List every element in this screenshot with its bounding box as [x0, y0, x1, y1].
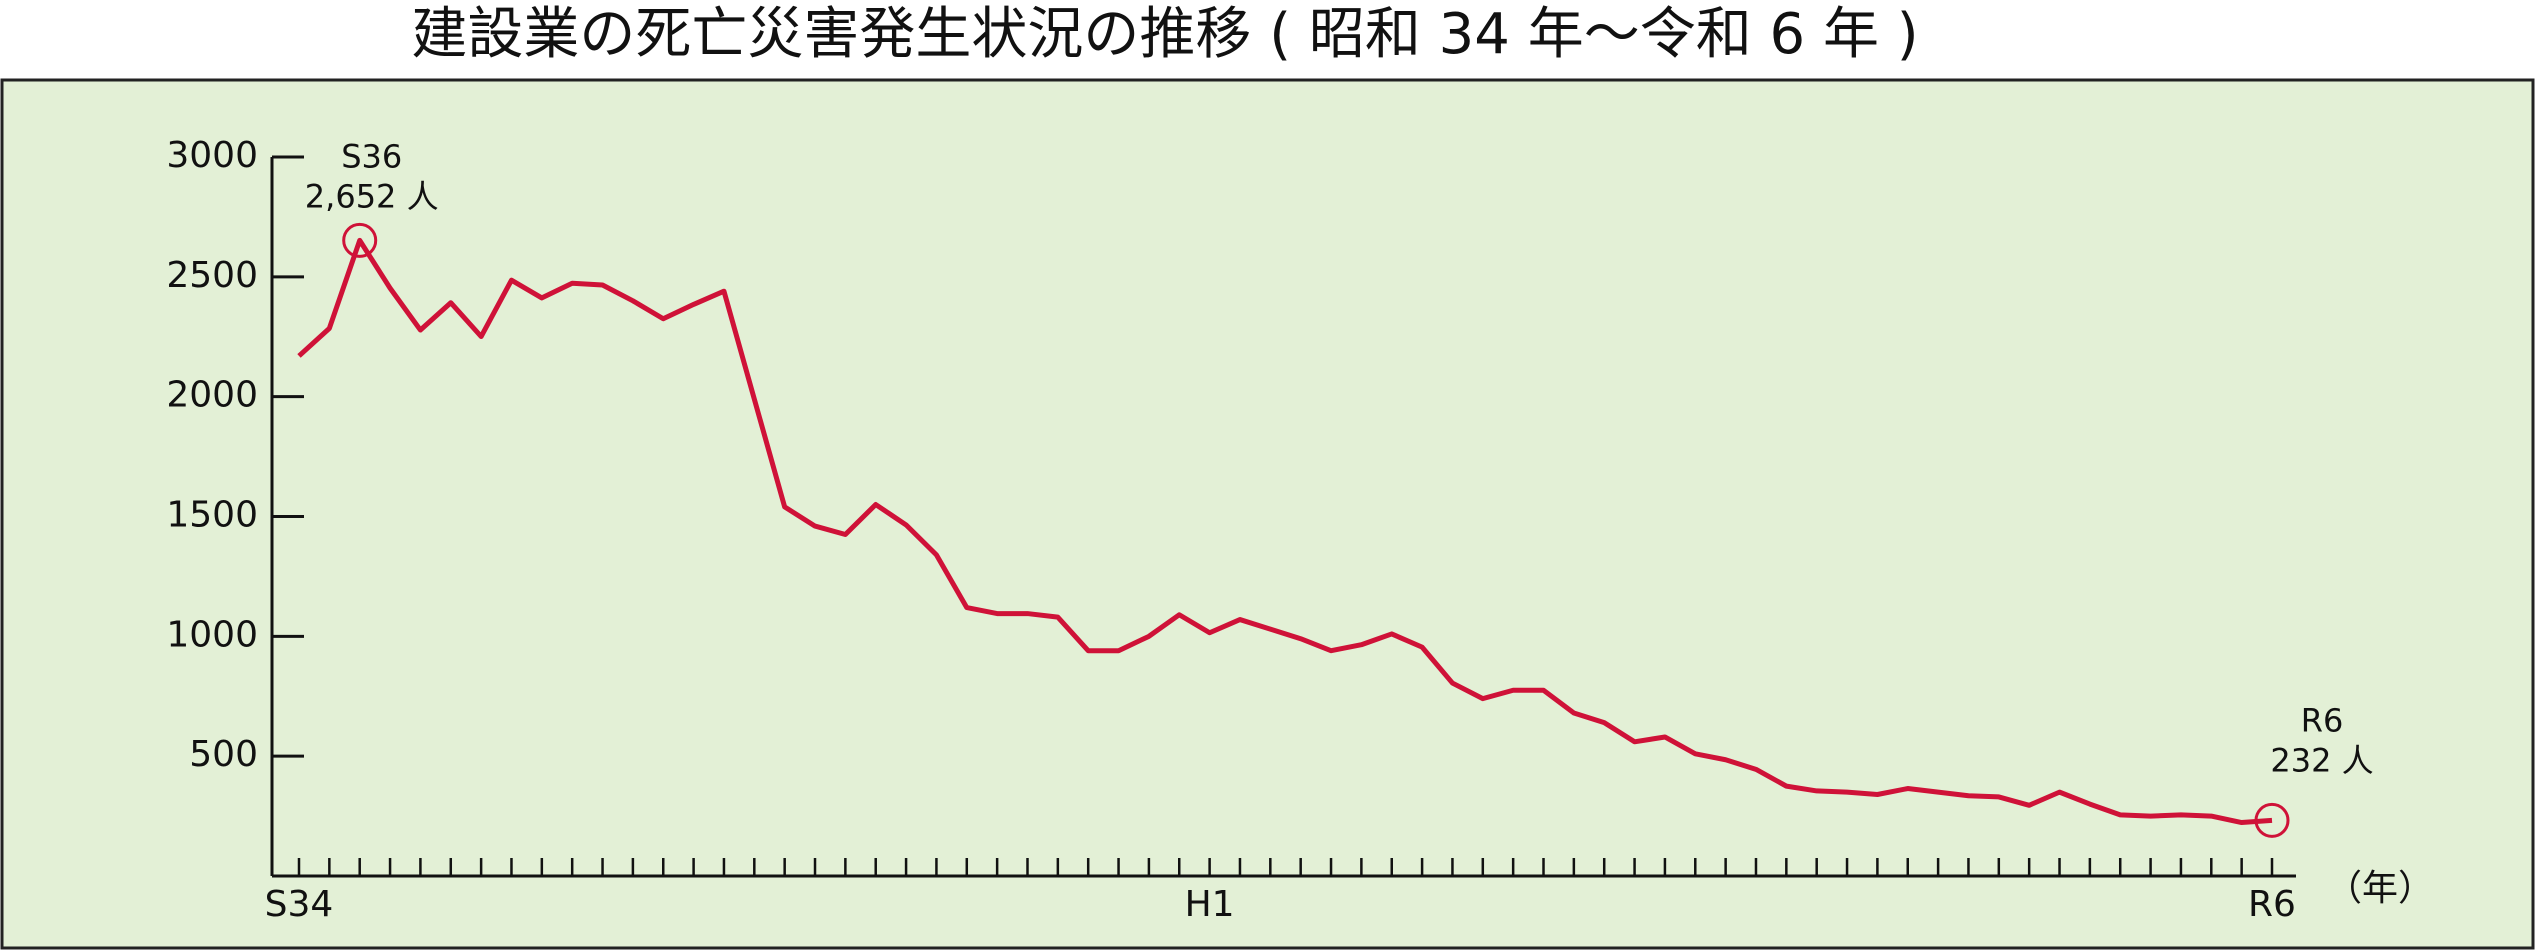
annotation: R6 [2301, 701, 2344, 739]
highlight-marker [2254, 802, 2290, 838]
y-tick-label: 1500 [166, 495, 258, 536]
x-tick-label: R6 [2248, 884, 2296, 925]
y-tick-label: 2500 [166, 255, 258, 296]
x-tick-label: H1 [1185, 884, 1235, 925]
annotation: 232 人 [2270, 741, 2373, 779]
y-tick-label: 500 [189, 734, 258, 775]
x-tick-label: S34 [265, 884, 334, 925]
plot-panel [0, 78, 2535, 950]
x-axis-unit: （年） [2326, 868, 2434, 909]
data-line [297, 237, 2273, 826]
y-tick-label: 1000 [166, 614, 258, 655]
y-tick-label: 2000 [166, 375, 258, 416]
highlight-marker [342, 222, 378, 258]
chart-title: 建設業の死亡災害発生状況の推移 ( 昭和 34 年～令和 6 年 ) [411, 2, 1918, 67]
annotation: 2,652 人 [305, 177, 439, 215]
annotation: S36 [341, 137, 402, 175]
y-tick-label: 3000 [166, 135, 258, 176]
